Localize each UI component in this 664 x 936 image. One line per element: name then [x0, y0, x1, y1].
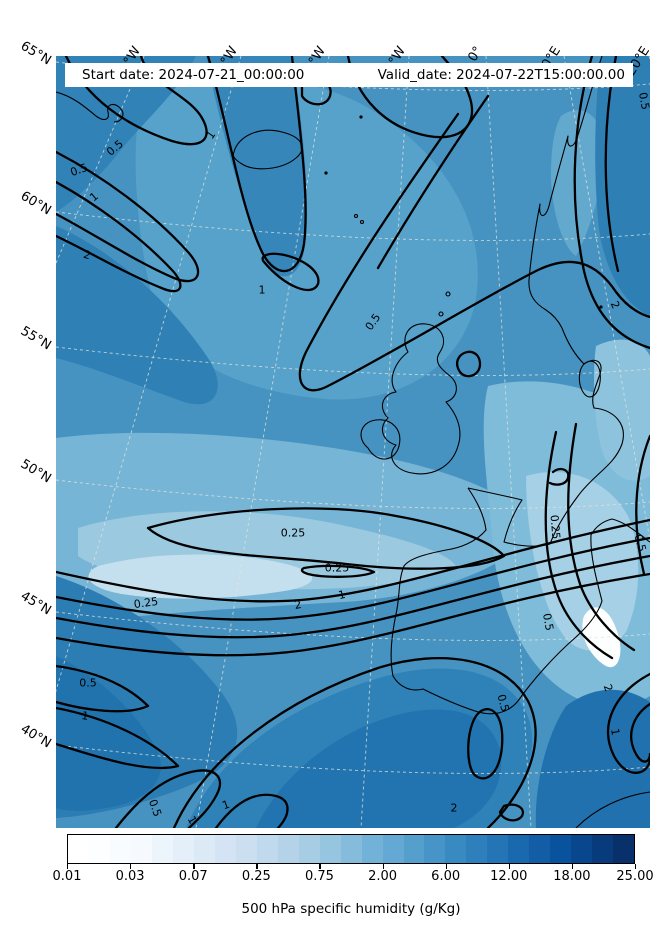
colorbar-cell	[382, 835, 404, 863]
small-islands	[324, 115, 603, 309]
colorbar-cell	[466, 835, 488, 863]
contour-value-label: 0.25	[132, 594, 160, 612]
colorbar-cell	[340, 835, 362, 863]
colorbar-tick-label: 12.00	[490, 869, 528, 884]
colorbar-cell	[130, 835, 152, 863]
colorbar-tickmark	[319, 864, 321, 869]
colorbar-cell	[445, 835, 467, 863]
colorbar-cell	[235, 835, 257, 863]
contour-value-label: 0.5	[79, 676, 97, 690]
colorbar-tickmark	[67, 864, 69, 869]
colorbar-cell	[592, 835, 614, 863]
colorbar-tick-label: 0.07	[178, 869, 208, 884]
colorbar-cell	[424, 835, 446, 863]
contour-value-label: 0.25	[324, 561, 350, 575]
contour-value-label: 0.5	[540, 612, 556, 632]
colorbar-cell	[529, 835, 551, 863]
colorbar-tickmark	[445, 864, 447, 869]
y-tick-label: 45°N	[18, 588, 54, 619]
colorbar-cell	[550, 835, 572, 863]
colorbar-cell	[298, 835, 320, 863]
y-tick-label: 55°N	[18, 323, 54, 354]
colorbar-cell	[571, 835, 593, 863]
colorbar-tick-label: 0.01	[52, 869, 82, 884]
colorbar-cell	[508, 835, 530, 863]
colorbar-cell	[487, 835, 509, 863]
contour-value-label: 0.25	[547, 514, 563, 540]
humidity-field-plot	[56, 56, 650, 828]
colorbar-tickmark	[193, 864, 195, 869]
y-tick-label: 65°N	[18, 38, 54, 69]
colorbar-tickmark	[382, 864, 384, 869]
colorbar-tick-label: 2.00	[368, 869, 398, 884]
humidity-shading	[56, 56, 650, 828]
colorbar-cell	[193, 835, 215, 863]
colorbar-cell	[151, 835, 173, 863]
colorbar-cell	[277, 835, 299, 863]
y-tick-label: 50°N	[18, 456, 54, 487]
y-tick-label: 40°N	[18, 721, 54, 752]
colorbar-tickmark	[635, 864, 637, 869]
coastlines	[56, 56, 650, 828]
colorbar	[67, 834, 635, 864]
colorbar-tick-label: 6.00	[431, 869, 461, 884]
start-date-text: Start date: 2024-07-21_00:00:00	[82, 67, 305, 83]
colorbar-tick-label: 0.75	[304, 869, 334, 884]
valid-date-text: Valid_date: 2024-07-22T15:00:00.00	[377, 67, 625, 83]
contour-value-label: 2	[450, 801, 458, 815]
colorbar-cell	[361, 835, 383, 863]
contour-value-label: 1	[258, 283, 266, 297]
colorbar-cell	[88, 835, 110, 863]
colorbar-cell	[68, 835, 89, 863]
colorbar-tickmark	[571, 864, 574, 869]
colorbar-cell	[613, 835, 635, 863]
colorbar-cell	[319, 835, 341, 863]
colorbar-tickmark	[256, 864, 258, 869]
colorbar-tick-label: 0.25	[241, 869, 271, 884]
map-canvas: Start date: 2024-07-21_00:00:00 Valid_da…	[56, 56, 650, 828]
contour-lines	[56, 56, 650, 828]
colorbar-tick-label: 0.03	[115, 869, 145, 884]
contour-value-label: 0.5	[636, 91, 652, 111]
colorbar-tickmark	[130, 864, 132, 869]
colorbar-cell	[172, 835, 194, 863]
colorbar-cell	[109, 835, 131, 863]
colorbar-tickmark	[508, 864, 511, 869]
colorbar-title: 500 hPa specific humidity (g/Kg)	[241, 901, 461, 917]
date-annotation-bar: Start date: 2024-07-21_00:00:00 Valid_da…	[65, 63, 633, 87]
colorbar-tick-label: 18.00	[553, 869, 591, 884]
colorbar-cell	[214, 835, 236, 863]
colorbar-cell	[403, 835, 425, 863]
colorbar-tick-label: 25.00	[616, 869, 654, 884]
y-tick-label: 60°N	[18, 188, 54, 219]
colorbar-cell	[256, 835, 278, 863]
contour-value-label: 0.25	[280, 526, 306, 540]
